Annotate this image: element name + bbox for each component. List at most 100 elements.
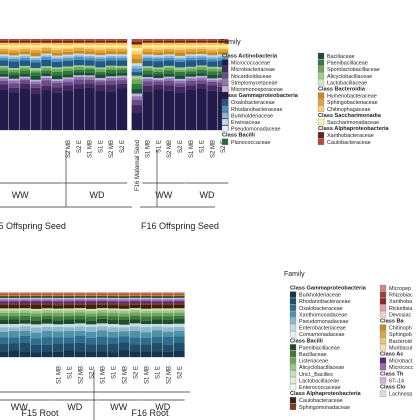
bar-segment <box>30 72 41 77</box>
bar-segment <box>53 320 64 325</box>
bar-segment <box>95 49 106 53</box>
bar-segment <box>8 72 20 76</box>
bar-segment <box>185 80 196 86</box>
bar-segment <box>163 292 174 294</box>
legend-swatch <box>379 291 387 298</box>
bar-segment <box>131 63 142 66</box>
legend-swatch <box>379 298 387 305</box>
legend-swatch <box>289 298 297 305</box>
bar-segment <box>52 79 63 82</box>
bar-segment <box>42 319 53 324</box>
bar-segment <box>52 80 63 83</box>
bar-segment <box>30 57 41 60</box>
bar-segment <box>163 308 174 311</box>
bar-segment <box>30 93 41 131</box>
bar-segment <box>218 48 229 52</box>
bar-segment <box>73 59 84 66</box>
legend-item: Bacteroid <box>389 339 412 345</box>
bar-segment <box>31 352 42 358</box>
legend-swatch <box>221 79 229 86</box>
bar-segment <box>75 293 86 295</box>
bar-segment <box>174 350 185 358</box>
bar-segment <box>19 60 30 66</box>
bar-segment <box>73 72 84 76</box>
bar-segment <box>53 301 64 304</box>
bottom-stacked-bar-panel <box>0 292 185 358</box>
bar-segment <box>95 58 106 62</box>
bar-segment <box>174 78 186 81</box>
bar-segment <box>30 79 41 82</box>
bar-segment <box>64 337 75 344</box>
legend-item: Burkholderiaceae <box>231 113 273 119</box>
bar-segment <box>97 302 108 305</box>
bar-segment <box>62 39 74 41</box>
bar-segment <box>0 303 9 306</box>
bar-segment <box>119 303 130 306</box>
bar-segment <box>73 48 84 51</box>
bar-segment <box>116 69 128 74</box>
bar-segment <box>0 84 9 90</box>
bar-segment <box>185 60 196 67</box>
bar-segment <box>53 295 64 299</box>
bar-segment <box>108 331 119 338</box>
bar-segment <box>131 88 142 94</box>
bar-segment <box>20 342 31 352</box>
legend-swatch <box>289 397 297 404</box>
bar-segment <box>164 73 175 77</box>
legend-item: Caulobacteraceae <box>327 140 371 146</box>
bar-segment <box>164 57 175 61</box>
bar-segment <box>19 65 30 68</box>
bar-segment <box>62 42 74 46</box>
bar-segment <box>207 81 218 86</box>
bar-segment <box>64 299 75 302</box>
bar-segment <box>207 55 218 57</box>
x-tick-label: S2 MB <box>78 366 84 384</box>
legend-item: Pseudomonadaceae <box>231 127 280 133</box>
bar-segment <box>131 41 142 45</box>
bar-segment <box>62 81 74 86</box>
bar-segment <box>0 323 9 328</box>
legend-item: Streptomycetaceae <box>231 80 277 86</box>
bar-segment <box>130 309 141 313</box>
bar-segment <box>174 75 186 79</box>
bar-segment <box>141 304 152 309</box>
bar-segment <box>207 56 218 59</box>
bar-segment <box>62 70 74 75</box>
bar-segment <box>141 293 152 295</box>
bar-segment <box>153 79 164 82</box>
bar-segment <box>95 40 106 43</box>
bar-segment <box>131 68 142 73</box>
bar-segment <box>185 57 196 61</box>
bar-segment <box>163 297 174 300</box>
bar-segment <box>84 65 95 68</box>
legend-item: Hymenobacteraceae <box>327 94 377 100</box>
bar-segment <box>119 299 130 302</box>
bar-segment <box>164 54 175 57</box>
bar-segment <box>0 344 9 352</box>
bar-segment <box>53 326 64 332</box>
bar-segment <box>163 293 174 295</box>
bar-segment <box>41 48 52 51</box>
bar-segment <box>153 69 164 72</box>
bar-segment <box>130 297 141 300</box>
bar-segment <box>116 40 128 43</box>
bar-segment <box>62 79 74 82</box>
legend-swatch <box>221 118 229 126</box>
bar-segment <box>64 343 75 351</box>
bar-segment <box>97 323 108 327</box>
bar-segment <box>30 62 41 68</box>
bar-segment <box>131 65 142 69</box>
bar-segment <box>31 294 42 297</box>
bar-segment <box>42 330 53 338</box>
bar-segment <box>174 326 185 331</box>
bar-segment <box>86 344 97 352</box>
bar-segment <box>52 92 63 131</box>
bar-segment <box>62 74 74 78</box>
legend-item: Pseudomonadaceae <box>299 319 348 325</box>
bar-segment <box>0 305 9 309</box>
bar-segment <box>41 40 52 43</box>
bar-segment <box>73 66 84 70</box>
bar-segment <box>163 351 174 358</box>
bar-segment <box>174 312 185 316</box>
bar-segment <box>174 330 185 337</box>
